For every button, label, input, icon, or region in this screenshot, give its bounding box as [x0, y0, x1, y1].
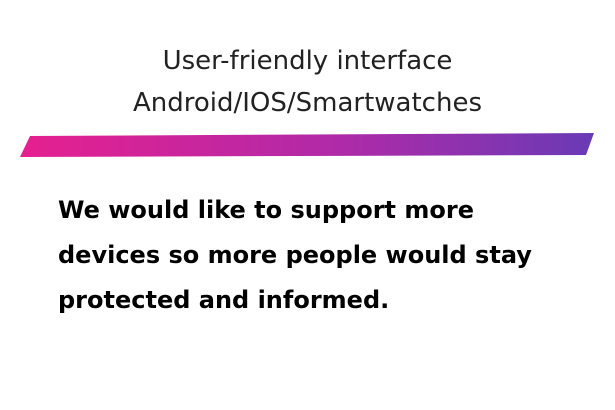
title-line-2: Android/IOS/Smartwatches [132, 88, 483, 118]
title-line-1: User-friendly interface [162, 46, 453, 76]
body-line-3: protected and informed. [58, 286, 390, 314]
body-paragraph: We would like to support more devices so… [58, 188, 608, 323]
body-line-1: We would like to support more [58, 196, 474, 224]
gradient-divider [20, 133, 594, 157]
body-line-2: devices so more people would stay [58, 241, 532, 269]
title-block: User-friendly interface Android/IOS/Smar… [0, 40, 615, 124]
gradient-stripe-shape [20, 133, 594, 157]
